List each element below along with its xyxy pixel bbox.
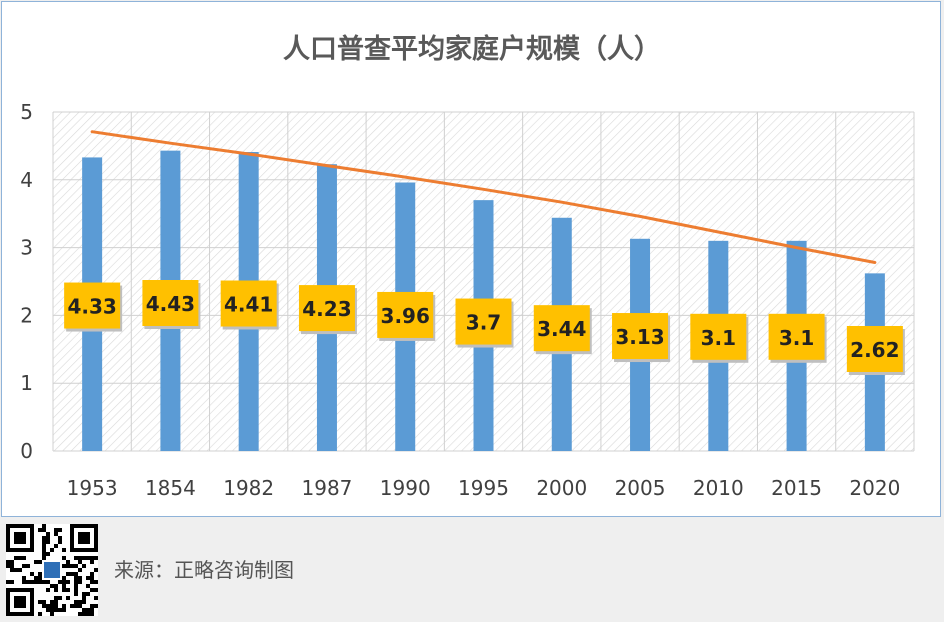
footer: 来源：正略咨询制图 [0, 518, 944, 622]
data-label-box [455, 298, 512, 345]
data-label-text: 3.44 [537, 317, 586, 341]
data-label-text: 2.62 [850, 338, 899, 362]
data-label-text: 4.41 [224, 293, 273, 317]
data-labels: 4.33 4.43 4.41 4.23 3.96 3.7 3.44 3.13 3.1 3.1 2.6… [64, 280, 905, 375]
x-tick-label: 1953 [67, 476, 118, 500]
x-tick-label: 2000 [536, 476, 587, 500]
data-label-box [690, 313, 747, 360]
y-tick-label: 2 [20, 303, 33, 327]
data-label-text: 3.13 [615, 325, 664, 349]
qr-code-icon [6, 524, 98, 616]
data-label: 4.41 [220, 280, 279, 330]
y-tick-label: 0 [20, 439, 33, 463]
x-tick-label: 1987 [302, 476, 353, 500]
data-label-box [612, 313, 669, 360]
y-tick-label: 3 [20, 236, 33, 260]
x-tick-label: 1995 [458, 476, 509, 500]
data-label-text: 3.1 [701, 326, 736, 350]
data-label-box [846, 326, 903, 372]
trendline-path [90, 130, 877, 264]
x-tick-label: 1854 [145, 476, 196, 500]
data-label-box [64, 282, 121, 329]
x-tick-label: 2005 [615, 476, 666, 500]
data-label-text: 3.7 [466, 311, 501, 335]
data-label: 2.62 [846, 326, 905, 375]
data-label: 3.44 [533, 305, 592, 355]
data-label-text: 4.43 [146, 292, 195, 316]
data-label: 3.1 [690, 313, 749, 363]
chart-container: 人口普查平均家庭户规模（人） 0 1 2 3 4 5 4.33 4.43 4.41 4.23 3.… [1, 1, 941, 517]
data-label-box [298, 285, 355, 332]
y-tick-label: 1 [20, 371, 33, 395]
source-caption: 来源：正略咨询制图 [114, 558, 294, 582]
data-label: 4.43 [142, 280, 201, 329]
data-label-text: 4.33 [67, 295, 116, 319]
x-tick-label: 2020 [849, 476, 900, 500]
y-axis: 0 1 2 3 4 5 [20, 100, 33, 463]
data-label: 4.23 [298, 285, 357, 335]
data-label: 4.33 [64, 282, 123, 332]
data-label-box [768, 313, 825, 360]
x-axis: 1953 1854 1982 1987 1990 1995 2000 2005 2010 2015… [67, 476, 901, 500]
x-tick-label: 2015 [771, 476, 822, 500]
x-tick-label: 2010 [693, 476, 744, 500]
chart-title: 人口普查平均家庭户规模（人） [283, 33, 661, 65]
data-label-box [142, 280, 199, 326]
data-label-box [377, 291, 434, 338]
data-label-box [220, 280, 277, 327]
x-tick-label: 1990 [380, 476, 431, 500]
y-tick-label: 5 [20, 100, 33, 124]
data-label-box [533, 305, 590, 352]
bar-chart: 人口普查平均家庭户规模（人） 0 1 2 3 4 5 4.33 4.43 4.41 4.23 3.… [20, 33, 915, 500]
data-label: 3.1 [768, 313, 827, 363]
data-label-text: 4.23 [302, 297, 351, 321]
data-label-text: 3.96 [381, 304, 430, 328]
data-label: 3.96 [377, 291, 436, 341]
data-label-text: 3.1 [779, 326, 814, 350]
x-tick-label: 1982 [223, 476, 274, 500]
data-label: 3.13 [612, 313, 671, 363]
trendline [90, 130, 877, 264]
data-label: 3.7 [455, 298, 514, 348]
y-tick-label: 4 [20, 168, 33, 192]
